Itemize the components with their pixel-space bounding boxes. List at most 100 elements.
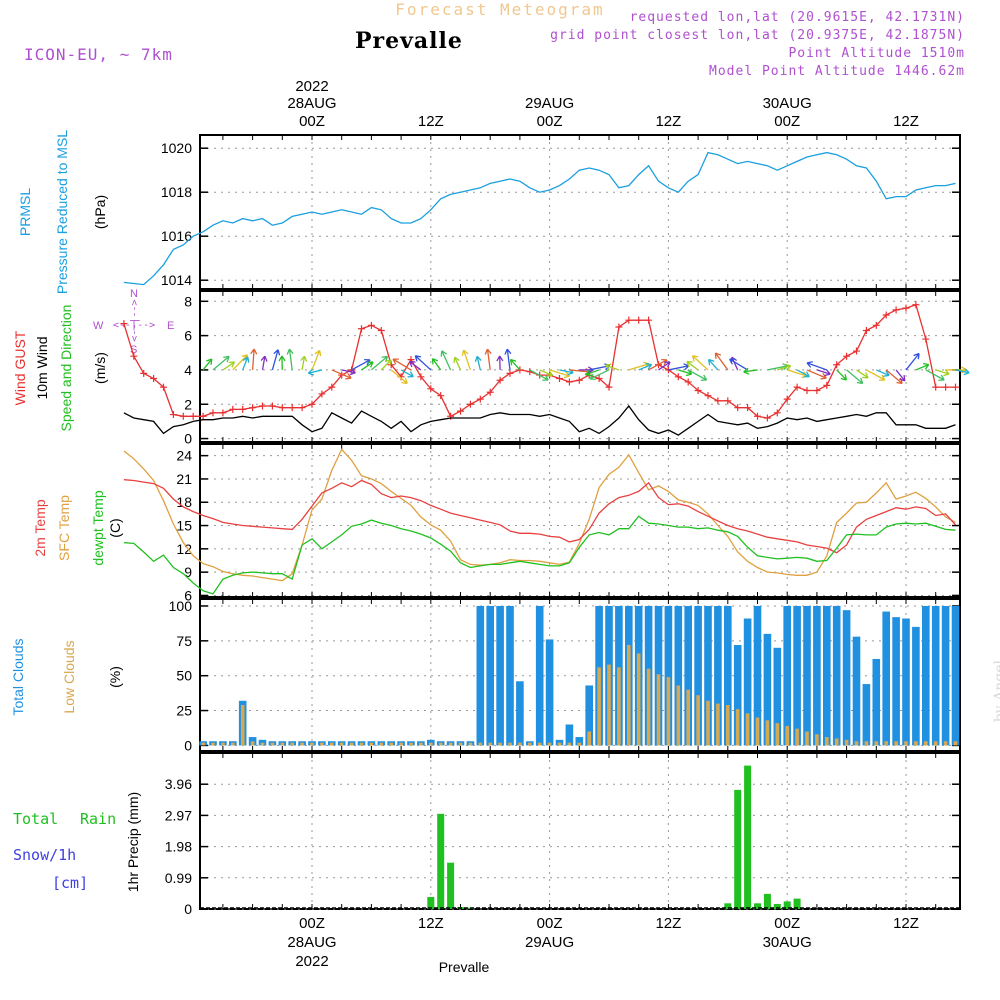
wind-direction-arrow [687, 369, 708, 381]
wind-direction-arrow [453, 356, 462, 371]
gust-marker [298, 404, 306, 412]
gust-marker [862, 326, 870, 334]
wind-direction-arrow [767, 363, 789, 371]
gust-marker [417, 373, 425, 381]
gust-marker [773, 409, 781, 417]
wind-direction-arrow [278, 355, 286, 370]
model-altitude: Model Point Altitude 1446.62m [709, 64, 965, 79]
gust-marker [902, 304, 910, 312]
low-cloud-bar [904, 741, 908, 746]
y-tick-label: 4 [184, 362, 192, 378]
wind-direction-arrow [955, 368, 970, 376]
wind-direction-arrow [876, 369, 890, 377]
y-tick-label: 0.99 [165, 870, 192, 886]
gust-marker [209, 409, 217, 417]
y-tick-label: 3.96 [165, 776, 192, 792]
gust-marker [556, 375, 563, 383]
y-tick-label: 1020 [161, 140, 192, 156]
gust-marker [734, 404, 742, 412]
low-cloud-bar [528, 742, 532, 746]
snow-unit: [cm] [52, 874, 89, 892]
time-label-top: 00Z [774, 113, 800, 130]
gust-marker [259, 402, 266, 410]
time-label-bottom: 2022 [295, 953, 328, 970]
wind-direction-arrow [300, 355, 308, 371]
rain-label: Rain [80, 810, 117, 828]
low-cloud-bar [597, 667, 601, 746]
gust-marker [823, 381, 831, 389]
y-tick-label: 2 [184, 396, 192, 412]
gust-marker [308, 400, 316, 408]
rain-bar [734, 789, 742, 909]
low-cloud-bar [587, 731, 591, 746]
low-cloud-bar [933, 741, 938, 746]
gust-marker [150, 375, 158, 383]
low-cloud-bar [686, 689, 690, 746]
low-cloud-bar [458, 742, 463, 746]
wind-direction-arrow [668, 363, 690, 371]
time-label-bottom: 30AUG [763, 934, 812, 951]
gust-marker [476, 395, 484, 403]
low-cloud-bar [250, 741, 255, 746]
total-cloud-bar [674, 605, 683, 746]
low-cloud-bar [815, 734, 819, 746]
y-tick-label: 50 [176, 668, 192, 684]
wind-direction-arrow [400, 369, 414, 378]
wind-direction-arrow [496, 355, 504, 370]
gust-marker [813, 387, 821, 395]
low-cloud-bar [765, 720, 770, 746]
y-tick-label: 12 [176, 541, 192, 557]
time-label-bottom: 12Z [655, 915, 681, 932]
wind-direction-arrow [431, 358, 442, 371]
gust-marker [803, 387, 811, 395]
time-label-top: 29AUG [525, 95, 574, 112]
rain-bar [793, 898, 801, 909]
gust-marker [932, 383, 940, 391]
low-cloud-bar [508, 742, 512, 746]
y-tick-label: 18 [176, 494, 192, 510]
wind-direction-arrow [743, 367, 758, 375]
y-tick-label: 1014 [161, 272, 192, 288]
gust-marker [496, 376, 504, 384]
wind-direction-arrow [380, 359, 392, 371]
y-tick-label: 0 [184, 901, 192, 917]
total-cloud-bar [565, 724, 574, 746]
low-cloud-bar [448, 742, 453, 746]
gust-marker [506, 369, 514, 377]
gust-marker [179, 412, 187, 420]
gust-marker [377, 326, 385, 334]
total-cloud-bar [882, 611, 890, 746]
total-cloud-bar [951, 605, 960, 746]
wind-direction-arrow [638, 363, 653, 371]
wind-direction-arrow [286, 348, 294, 371]
low-cloud-bar [211, 742, 215, 746]
low-cloud-bar [557, 742, 562, 746]
low-cloud-bar [478, 742, 483, 746]
gust-marker [754, 412, 761, 420]
gust-marker [229, 405, 237, 413]
gust-marker [942, 383, 950, 391]
low-cloud-bar [419, 742, 423, 746]
total-cloud-bar [476, 605, 485, 746]
wind-direction-arrow [440, 350, 452, 371]
wind-direction-arrow [390, 369, 408, 385]
wind-direction-arrow [806, 369, 827, 380]
wind-direction-arrow [686, 360, 699, 371]
gust-marker [595, 375, 603, 383]
wind-direction-arrow [714, 352, 729, 371]
time-label-bottom: 00Z [299, 915, 325, 932]
wind-direction-arrow [484, 348, 492, 371]
low-cloud-bar [547, 742, 552, 746]
wind-direction-arrow [549, 369, 571, 379]
low-cloud-bar [914, 741, 918, 746]
total-cloud-bar [763, 633, 772, 746]
low-cloud-bar [498, 742, 502, 746]
wind-direction-arrow [529, 369, 549, 381]
wind-direction-arrow [202, 358, 213, 371]
low-cloud-bar [349, 742, 354, 746]
panel-frame [199, 443, 961, 598]
total-cloud-bar [872, 658, 881, 746]
gust-marker [605, 383, 613, 391]
total-cloud-bar [892, 617, 900, 746]
